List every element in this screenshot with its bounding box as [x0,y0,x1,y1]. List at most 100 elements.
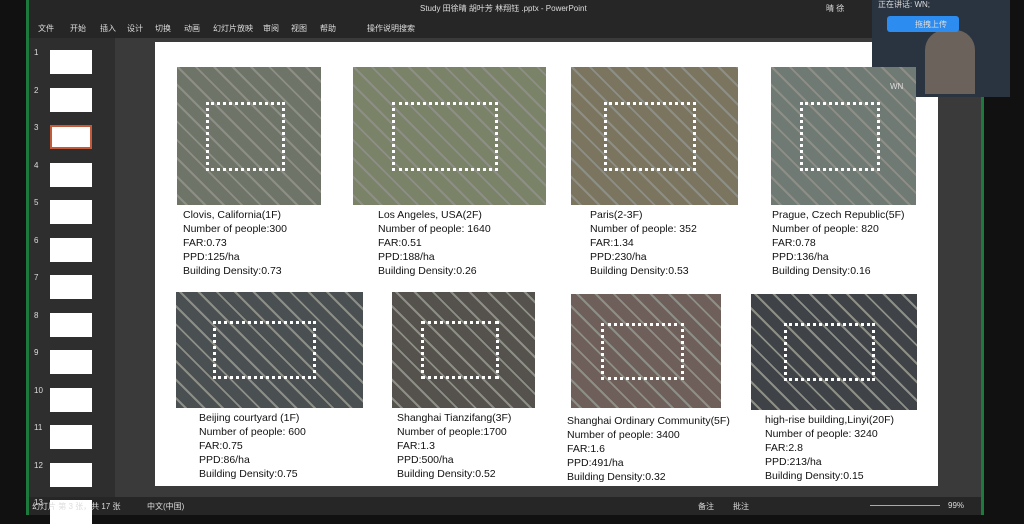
panel-text: FAR:0.73 [183,237,227,249]
panel-text: FAR:0.75 [199,440,243,452]
boundary [205,101,285,171]
panel-text: PPD:125/ha [183,251,240,263]
thumbnail[interactable] [50,50,92,74]
panel-text: FAR:0.78 [772,237,816,249]
window-title: Study 田徐晴 胡叶芳 林翔钰 .pptx - PowerPoint [420,4,587,13]
thumbnail-number: 12 [34,460,43,470]
ribbon-tab[interactable]: 审阅 [263,24,279,33]
panel-text: Clovis, California(1F) [183,209,282,221]
aerial-image [771,67,916,205]
speaking-label: 正在讲话: WN; [878,0,930,9]
panel-text: FAR:1.3 [397,440,435,452]
upload-button[interactable]: 拖拽上传 [887,16,959,32]
thumbnail-number: 7 [34,273,39,282]
user-name: 晴 徐 [826,4,845,13]
thumbnail[interactable] [50,425,92,449]
thumbnail[interactable] [50,312,92,337]
thumbnail-number: 5 [34,198,39,207]
ribbon-tab[interactable]: 切换 [155,24,171,33]
panel-text: Building Density:0.26 [378,265,477,277]
left-border [26,0,29,515]
ribbon-tab[interactable]: 文件 [38,24,54,33]
ribbon-tab[interactable]: 插入 [100,24,116,33]
participant-name: WN [890,82,904,91]
ribbon-tab[interactable]: 视图 [291,24,307,33]
thumbnail-number: 4 [34,160,39,170]
panel-text: Los Angeles, USA(2F) [378,209,482,221]
panel-text: Building Density:0.16 [772,265,871,277]
thumbnail[interactable] [50,125,92,149]
aerial-image [392,292,535,408]
thumbnail[interactable] [50,87,92,112]
panel-text: PPD:188/ha [378,251,435,263]
thumbnail[interactable] [50,462,92,487]
panel-text: Number of people: 3240 [765,428,878,440]
panel-text: Building Density:0.15 [765,470,864,482]
panel-text: FAR:0.51 [378,237,422,249]
panel-text: Number of people: 352 [590,223,697,235]
thumbnail-number: 6 [34,235,39,245]
ribbon-tab[interactable]: 设计 [127,24,143,33]
panel-text: Prague, Czech Republic(5F) [772,209,905,221]
boundary [800,101,880,171]
thumbnail[interactable] [50,162,92,187]
panel-text: Number of people: 1640 [378,223,491,235]
panel-text: Building Density:0.52 [397,468,496,480]
ribbon-tab[interactable]: 动画 [184,24,200,33]
thumbnail[interactable] [50,275,92,299]
ribbon-tab[interactable]: 开始 [70,24,86,33]
panel-text: FAR:2.8 [765,442,803,454]
panel-text: high-rise building,Linyi(20F) [765,414,894,426]
panel-text: PPD:491/ha [567,457,624,469]
language: 中文(中国) [147,502,185,511]
thumbnail-number: 3 [34,123,39,132]
title-bar [26,0,872,38]
panel-text: Number of people: 600 [199,426,306,438]
thumbnail[interactable] [50,387,92,412]
thumbnail[interactable] [50,200,92,224]
zoom-slider [870,505,940,506]
boundary [601,322,684,380]
zoom-level: 99% [948,501,965,510]
aerial-image [176,292,363,408]
panel-text: Shanghai Ordinary Community(5F) [567,415,730,427]
slide-info: 幻灯片 第 3 张，共 17 张 [32,502,121,511]
panel-text: PPD:500/ha [397,454,454,466]
aerial-image [353,67,546,205]
panel-text: Building Density:0.75 [199,468,298,480]
panel-text: Number of people:300 [183,223,287,235]
thumbnail-number: 10 [34,385,43,395]
aerial-image [571,294,721,408]
panel-text: Building Density:0.32 [567,471,666,483]
notes-button[interactable]: 备注 [698,502,714,511]
panel-text: PPD:230/ha [590,251,647,263]
boundary [784,323,876,381]
thumbnail-number: 13 [34,498,43,507]
thumbnail-number: 8 [34,310,39,320]
panel-text: Paris(2-3F) [590,209,643,221]
thumbnail-number: 2 [34,85,39,95]
panel-text: Number of people:1700 [397,426,507,438]
aerial-image [751,294,917,410]
aerial-image [571,67,738,205]
right-border [981,0,984,515]
panel-text: Beijing courtyard (1F) [199,412,300,424]
ribbon-tab[interactable]: 帮助 [320,24,336,33]
panel-text: Shanghai Tianzifang(3F) [397,412,512,424]
thumbnail[interactable] [50,237,92,262]
comments-button[interactable]: 批注 [733,502,749,511]
panel-text: Number of people: 820 [772,223,879,235]
panel-text: FAR:1.34 [590,237,634,249]
boundary [213,321,317,379]
boundary [604,101,697,171]
boundary [391,101,498,171]
boundary [420,321,500,379]
panel-text: Building Density:0.53 [590,265,689,277]
search-box[interactable]: 操作说明搜索 [367,24,415,33]
panel-text: FAR:1.6 [567,443,605,455]
ribbon-tab[interactable]: 幻灯片放映 [213,24,253,33]
aerial-image [177,67,321,205]
thumbnail[interactable] [50,350,92,374]
thumbnail-number: 11 [34,423,43,432]
